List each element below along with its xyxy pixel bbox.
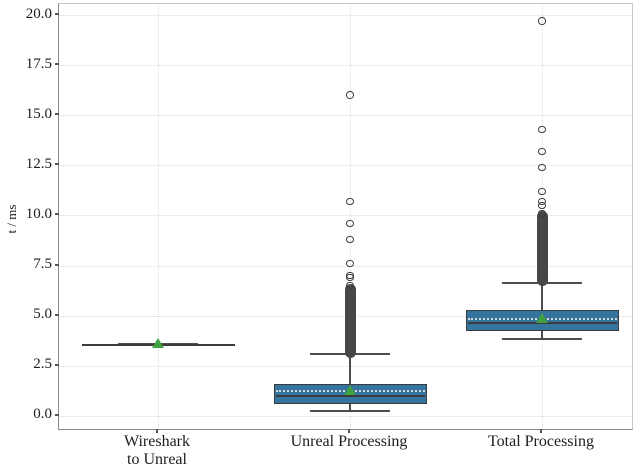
outlier-point	[346, 235, 354, 244]
whisker-cap	[310, 409, 390, 412]
outlier-point	[538, 187, 546, 196]
gridline-horizontal	[59, 415, 632, 417]
gridline-horizontal	[59, 65, 632, 67]
x-tick-label: Unreal Processing	[264, 433, 434, 451]
x-tick-label-line: Wireshark	[124, 433, 190, 450]
y-tick-label: 15.0	[25, 105, 52, 122]
x-tick-label-line: Total Processing	[488, 433, 594, 450]
outlier-point	[538, 197, 546, 206]
y-tick-label: 0.0	[33, 406, 52, 423]
outlier-point	[538, 163, 546, 172]
y-tick-label: 17.5	[25, 55, 52, 72]
y-axis-tick	[55, 163, 59, 166]
gridline-horizontal	[59, 265, 632, 267]
y-tick-label: 2.5	[33, 356, 52, 373]
gridline-horizontal	[59, 215, 632, 217]
x-axis-tick	[156, 429, 158, 433]
mean-marker-triangle-icon	[152, 337, 164, 348]
outlier-point	[538, 147, 546, 156]
y-axis-tick	[55, 213, 59, 216]
x-tick-label-line: to Unreal	[127, 451, 187, 468]
y-axis-tick	[55, 413, 59, 416]
y-tick-label: 5.0	[33, 306, 52, 323]
x-axis-tick	[540, 429, 542, 433]
outlier-point	[538, 17, 546, 25]
median-line	[275, 394, 425, 397]
y-axis-tick	[55, 63, 59, 66]
y-axis-tick	[55, 13, 59, 16]
dense-outlier-cluster	[344, 283, 356, 358]
gridline-vertical	[158, 4, 159, 429]
outlier-point	[346, 271, 354, 280]
x-tick-label: Total Processing	[456, 433, 626, 451]
y-tick-label: 10.0	[25, 205, 52, 222]
outlier-point	[538, 125, 546, 134]
mean-marker-triangle-icon	[344, 384, 356, 395]
y-tick-label: 20.0	[25, 5, 52, 22]
mean-marker-triangle-icon	[536, 312, 548, 323]
dense-outlier-cluster	[536, 211, 548, 286]
median-line	[467, 321, 617, 324]
whisker-cap	[502, 337, 582, 340]
outlier-point	[346, 197, 354, 206]
gridline-vertical	[350, 4, 351, 429]
gridline-horizontal	[59, 15, 632, 17]
y-axis-tick	[55, 313, 59, 316]
outlier-point	[538, 209, 546, 218]
x-tick-label: Wireshark to Unreal	[72, 433, 242, 469]
x-axis-tick	[348, 429, 350, 433]
y-tick-label: 7.5	[33, 256, 52, 273]
y-axis-tick	[55, 113, 59, 116]
y-tick-label: 12.5	[25, 155, 52, 172]
outlier-point	[346, 259, 354, 268]
gridline-horizontal	[59, 115, 632, 117]
plot-area	[58, 3, 633, 430]
y-axis-tick	[55, 263, 59, 266]
outlier-point	[346, 281, 354, 290]
outlier-point	[346, 219, 354, 228]
y-axis-tick	[55, 363, 59, 366]
gridline-horizontal	[59, 165, 632, 167]
outlier-point	[346, 91, 354, 99]
x-tick-label-line: Unreal Processing	[290, 433, 408, 450]
gridline-horizontal	[59, 365, 632, 367]
whisker-line	[349, 353, 351, 411]
